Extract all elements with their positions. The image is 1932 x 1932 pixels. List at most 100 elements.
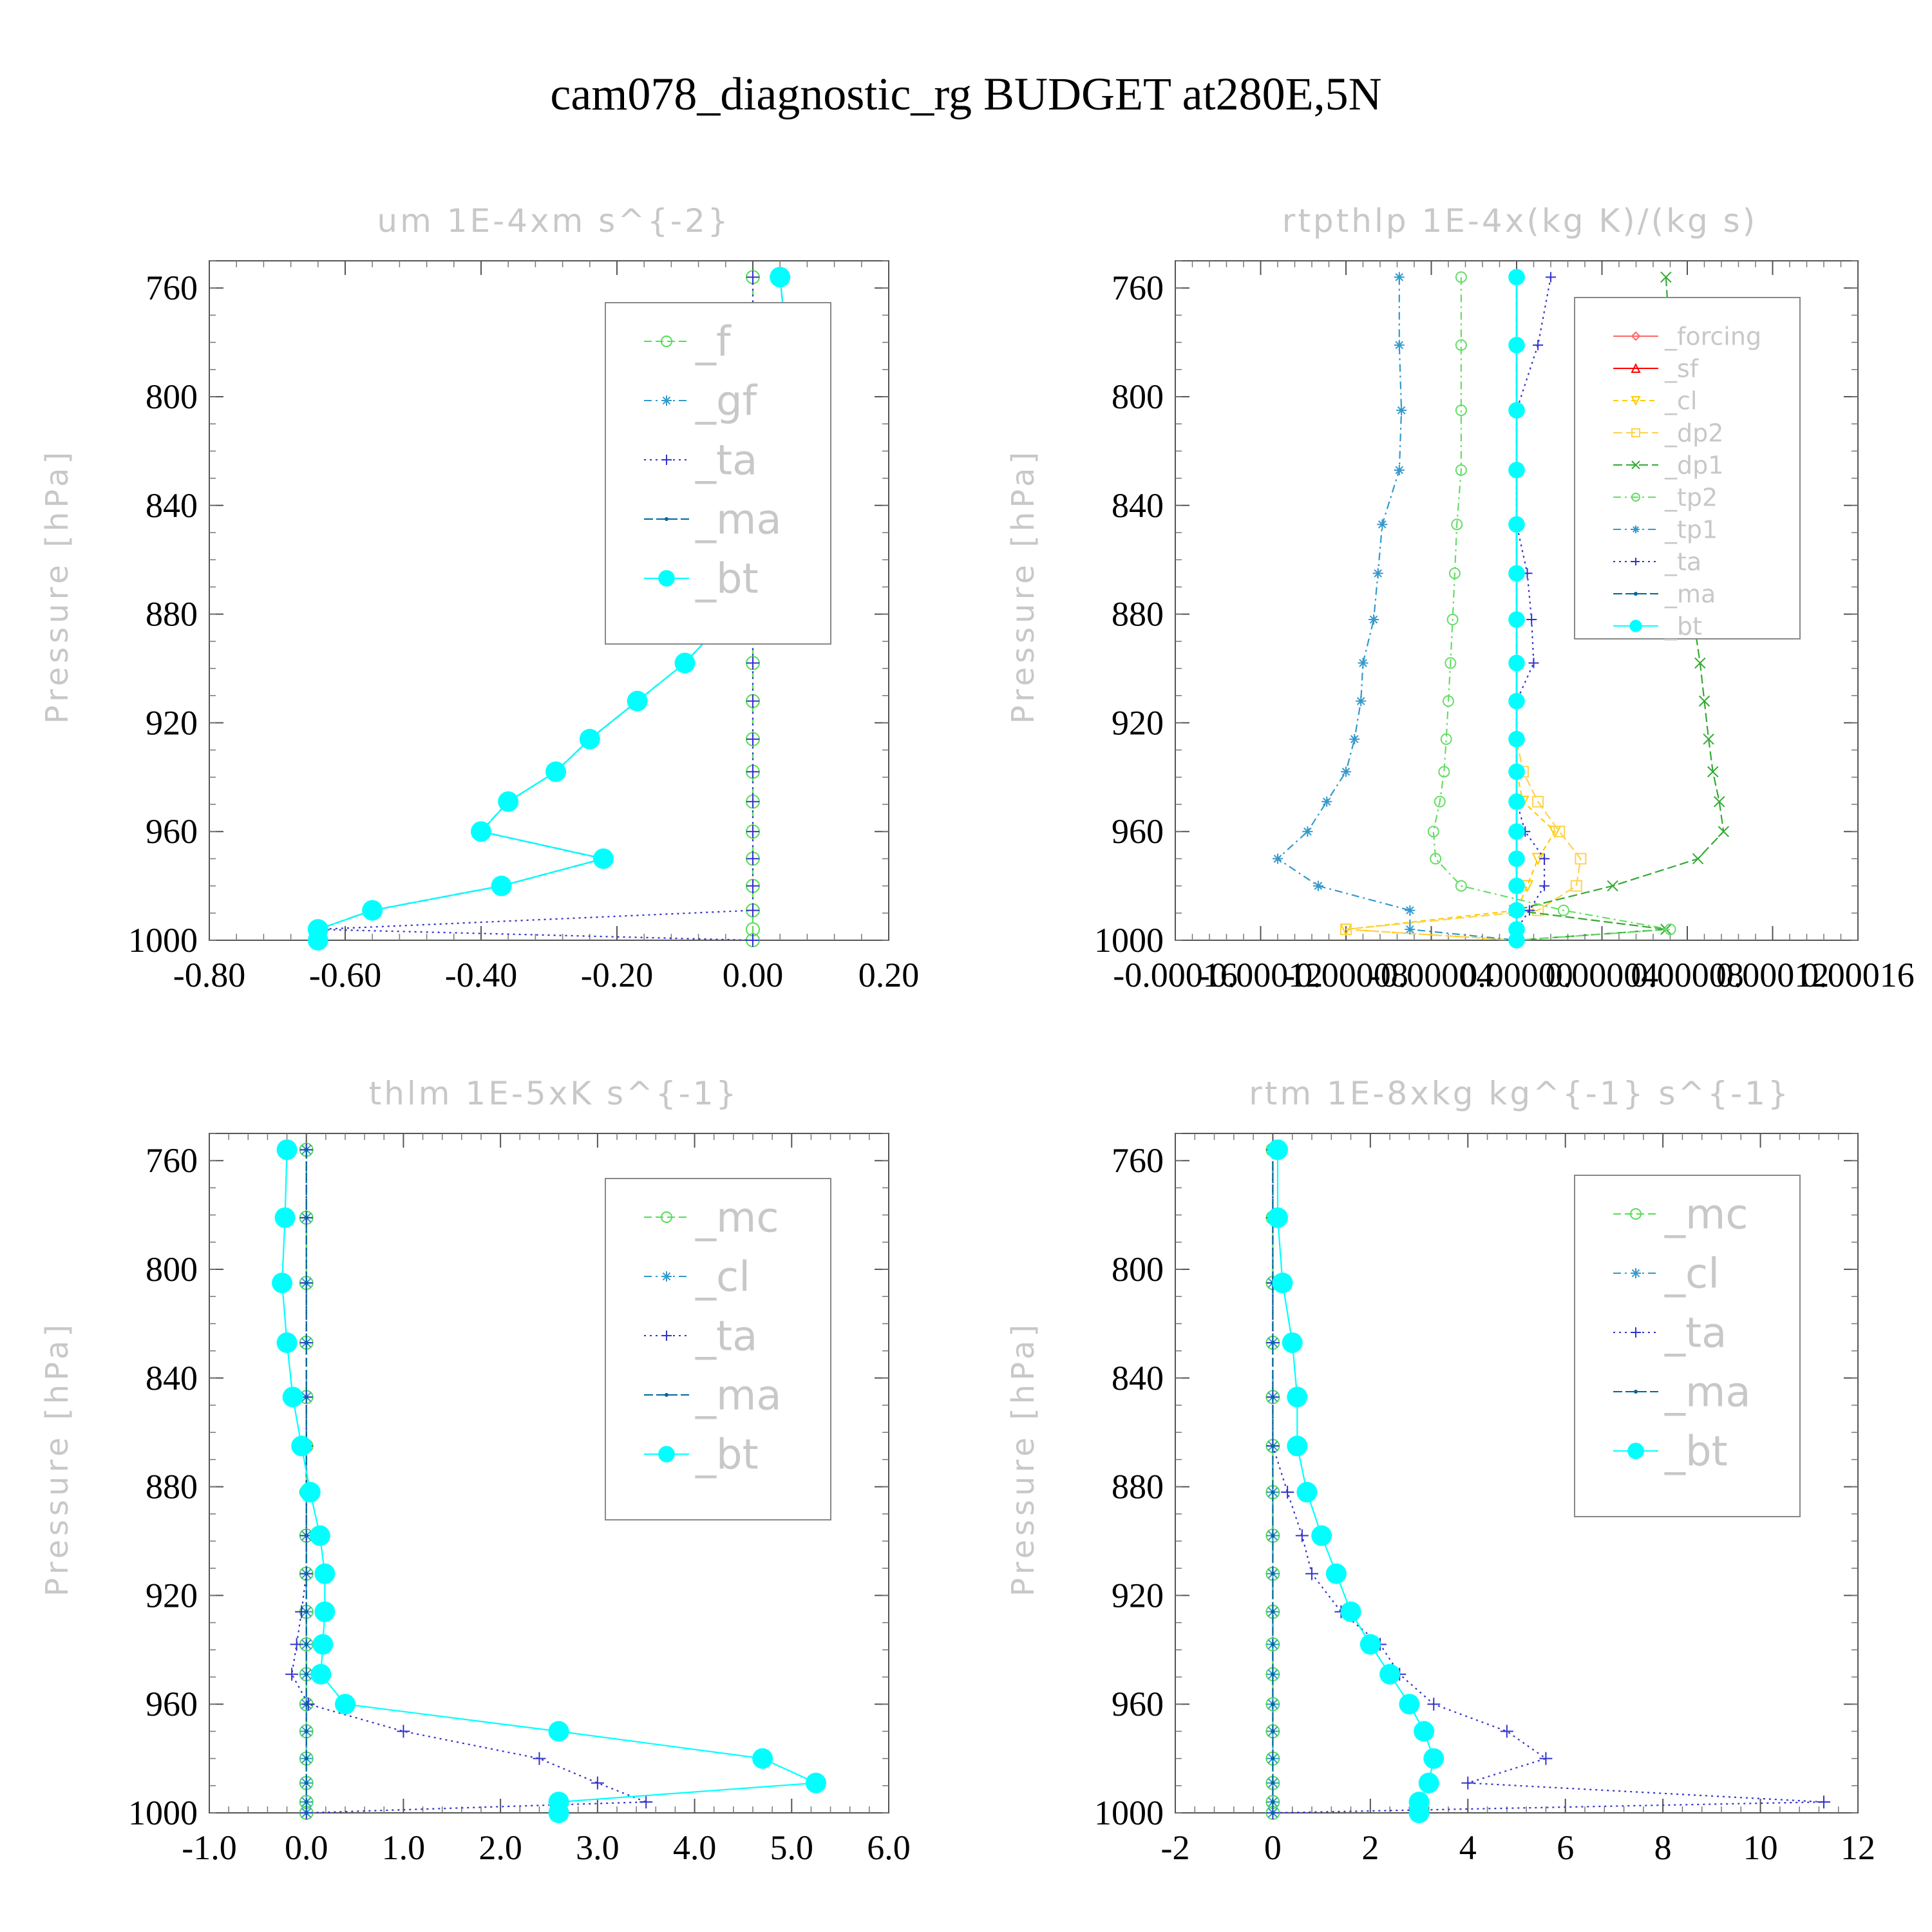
legend-item: _gf [644, 377, 758, 425]
data-point [1368, 614, 1379, 625]
data-point [1553, 826, 1566, 838]
legend-item: _f [644, 318, 732, 366]
data-point [746, 270, 759, 284]
series-line [1432, 277, 1671, 942]
legend-item: _bt [644, 1431, 759, 1479]
y-tick-label: 880 [146, 595, 198, 634]
data-point [1271, 1729, 1275, 1734]
data-point [627, 690, 648, 712]
data-point [746, 656, 759, 670]
legend-box [605, 302, 831, 645]
data-point [1427, 1698, 1441, 1711]
legend-label: _f [695, 318, 732, 366]
series-tp2 [1427, 271, 1676, 946]
data-point [1631, 396, 1641, 406]
series-ma [1271, 1148, 1275, 1815]
data-point [770, 267, 791, 288]
data-point [276, 1139, 298, 1160]
data-point [1707, 766, 1719, 778]
legend-item: _mc [644, 1194, 779, 1242]
y-tick-label: 960 [1112, 812, 1164, 851]
data-point [1271, 1571, 1275, 1576]
data-point [1271, 1672, 1275, 1676]
data-point [314, 1601, 336, 1622]
legend-item: _bt [644, 555, 759, 603]
data-point [1394, 339, 1405, 350]
y-axis-label: Pressure [hPa] [1005, 448, 1041, 724]
data-point [1405, 905, 1416, 916]
data-point [1713, 796, 1725, 808]
data-point [746, 732, 759, 746]
legend-item: _tp2 [1613, 483, 1718, 511]
legend: _f _gf _ta _ma _bt [605, 302, 831, 645]
data-point [1399, 1694, 1420, 1715]
data-point [592, 848, 614, 869]
y-tick-label: 760 [146, 269, 198, 307]
legend-item: _ta [644, 1312, 757, 1360]
data-point [545, 761, 567, 782]
data-point [1508, 850, 1525, 867]
x-tick-label: 0.00000 [1460, 956, 1573, 994]
legend-label: _forcing [1664, 322, 1761, 350]
x-tick-label: 0.00004 [1546, 956, 1659, 994]
x-tick-label: 2.0 [478, 1828, 522, 1867]
data-point [1271, 1533, 1275, 1538]
data-point [1508, 565, 1525, 582]
x-tick-label: 6.0 [867, 1828, 911, 1867]
data-point [661, 1271, 672, 1282]
x-tick-label: 5.0 [770, 1828, 814, 1867]
data-point [1631, 428, 1640, 437]
data-point [579, 728, 600, 750]
data-point [309, 1525, 330, 1546]
legend-item: _bt [1613, 612, 1702, 640]
data-point [1273, 853, 1283, 864]
panel-thlm: thlm 1E-5xK s^{-1} Pressure [hPa] 760 800… [39, 1075, 911, 1867]
plot-area [209, 260, 889, 941]
data-point [1271, 1756, 1275, 1761]
data-point [1287, 1435, 1308, 1457]
legend-label: _gf [695, 377, 758, 425]
series-line [1345, 277, 1557, 942]
data-point [1817, 1795, 1830, 1809]
data-point [661, 1211, 672, 1223]
data-point [272, 1273, 293, 1294]
data-point [1508, 877, 1525, 895]
legend-label: _ma [1664, 1368, 1751, 1416]
data-point [1634, 592, 1638, 596]
x-tick-label: 0.00008 [1631, 956, 1744, 994]
data-point [1396, 405, 1407, 416]
data-point [746, 879, 759, 893]
data-point [1414, 1721, 1435, 1742]
data-point [1631, 460, 1640, 469]
legend-label: _tp1 [1664, 515, 1718, 544]
x-tick-label: -0.00016 [1113, 956, 1237, 994]
data-point [1341, 766, 1351, 777]
legend-item: _cl [644, 1253, 750, 1301]
data-point [1508, 516, 1525, 533]
series-line [1276, 277, 1517, 942]
data-point [1394, 272, 1405, 283]
data-point [1430, 853, 1442, 865]
y-tick-label: 760 [1112, 269, 1164, 307]
legend-item: _ta [1613, 1309, 1727, 1357]
legend-item: _bt [1613, 1428, 1728, 1475]
data-point [1312, 880, 1323, 891]
legend-label: _bt [695, 1431, 759, 1479]
data-point [658, 1446, 675, 1463]
data-point [1272, 1273, 1293, 1294]
data-point [1305, 1567, 1318, 1580]
legend-label: _bt [1664, 612, 1702, 640]
data-point [335, 1694, 355, 1715]
data-point [1377, 519, 1388, 530]
data-point [1508, 692, 1525, 710]
data-point [1631, 331, 1641, 341]
legend-item: _dp2 [1613, 419, 1723, 447]
data-point [1325, 1563, 1347, 1584]
data-point [1282, 1332, 1303, 1353]
data-point [1295, 1529, 1309, 1542]
data-point [1631, 1327, 1641, 1338]
data-point [658, 570, 675, 587]
data-point [1631, 363, 1641, 373]
data-point [304, 1340, 308, 1345]
data-point [1532, 795, 1544, 808]
